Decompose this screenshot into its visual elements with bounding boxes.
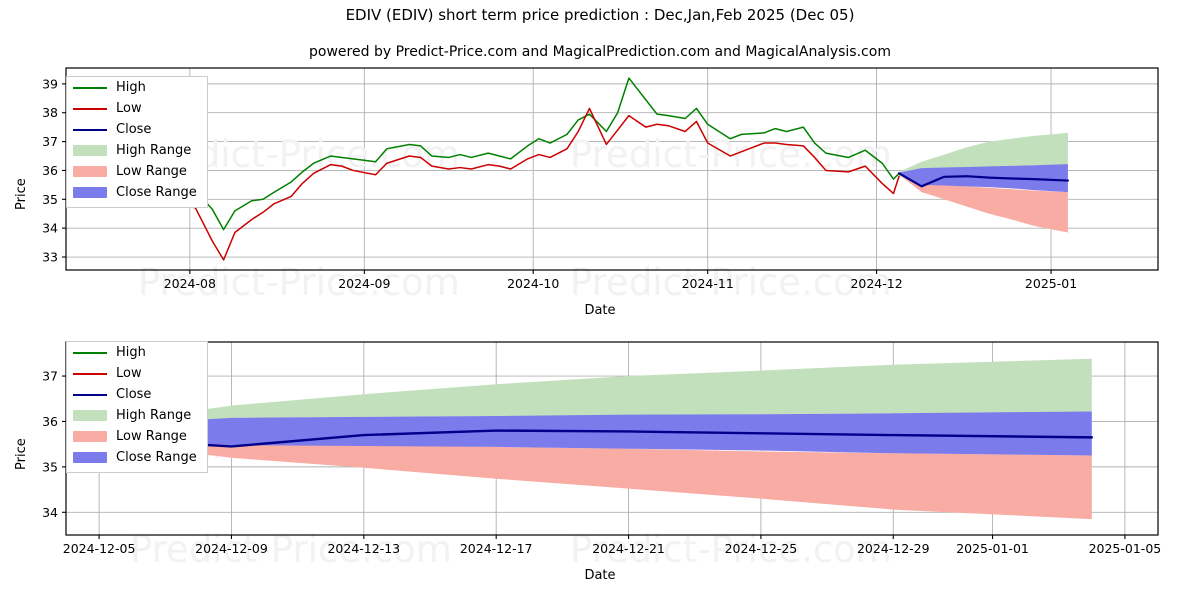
bottom-legend-swatch-high-range-icon [73, 410, 107, 421]
bottom-legend-item-high-range: High Range [67, 405, 207, 426]
top-legend-item-close-range: Close Range [67, 182, 207, 203]
x-tick-label: 2024-12 [850, 276, 902, 291]
top-legend-swatch-close-icon [73, 124, 107, 136]
top-legend-item-low-range: Low Range [67, 161, 207, 182]
top-legend-item-high-range: High Range [67, 140, 207, 161]
bottom-legend-item-low: Low [67, 363, 207, 384]
x-tick-label: 2024-12-13 [327, 541, 400, 556]
y-tick-label: 37 [42, 134, 58, 149]
y-tick-label: 34 [42, 221, 58, 236]
prediction-figure: EDIV (EDIV) short term price prediction … [0, 0, 1200, 600]
legend-label: Close [116, 123, 151, 136]
legend-label: Low Range [116, 430, 187, 443]
x-tick-label: 2025-01-05 [1089, 541, 1162, 556]
y-tick-label: 34 [42, 505, 58, 520]
watermark-text: Predict-Price.com [570, 133, 892, 176]
x-tick-label: 2024-09 [338, 276, 390, 291]
top-x-axis-label: Date [0, 303, 1200, 318]
top-y-axis-label: Price [14, 178, 29, 210]
legend-label: High Range [116, 144, 191, 157]
top-legend-swatch-high-range-icon [73, 145, 107, 156]
y-tick-label: 36 [42, 414, 58, 429]
legend-label: Close Range [116, 186, 197, 199]
top-legend-swatch-low-range-icon [73, 166, 107, 177]
y-tick-label: 35 [42, 459, 58, 474]
x-tick-label: 2024-12-25 [725, 541, 798, 556]
x-tick-label: 2025-01 [1025, 276, 1077, 291]
legend-label: Low [116, 367, 142, 380]
legend-label: Close [116, 388, 151, 401]
y-tick-label: 38 [42, 105, 58, 120]
y-tick-label: 39 [42, 76, 58, 91]
bottom-legend-swatch-close-range-icon [73, 452, 107, 463]
legend-label: High [116, 346, 146, 359]
bottom-legend-item-close-range: Close Range [67, 447, 207, 468]
top-legend-item-high: High [67, 77, 207, 98]
bottom-legend-item-close: Close [67, 384, 207, 405]
bottom-legend-swatch-high-icon [73, 347, 107, 359]
bottom-legend-item-high: High [67, 342, 207, 363]
legend-label: High Range [116, 409, 191, 422]
y-tick-label: 37 [42, 369, 58, 384]
bottom-x-axis-label: Date [0, 568, 1200, 583]
x-tick-label: 2025-01-01 [956, 541, 1029, 556]
top-legend-item-low: Low [67, 98, 207, 119]
bottom-legend-swatch-low-range-icon [73, 431, 107, 442]
x-tick-label: 2024-12-05 [63, 541, 136, 556]
legend-label: High [116, 81, 146, 94]
x-tick-label: 2024-12-17 [460, 541, 533, 556]
top-legend-item-close: Close [67, 119, 207, 140]
bottom-legend-item-low-range: Low Range [67, 426, 207, 447]
x-tick-label: 2024-10 [507, 276, 559, 291]
y-tick-label: 36 [42, 163, 58, 178]
legend-label: Low Range [116, 165, 187, 178]
top-legend-swatch-high-icon [73, 82, 107, 94]
x-tick-label: 2024-08 [164, 276, 216, 291]
x-tick-label: 2024-12-21 [592, 541, 665, 556]
x-tick-label: 2024-11 [682, 276, 734, 291]
y-tick-label: 35 [42, 192, 58, 207]
x-tick-label: 2024-12-29 [857, 541, 930, 556]
page-title: EDIV (EDIV) short term price prediction … [0, 6, 1200, 24]
bottom-chart-legend: High Low Close High Range Low Range Close Ran… [66, 341, 208, 473]
x-tick-label: 2024-12-09 [195, 541, 268, 556]
legend-label: Close Range [116, 451, 197, 464]
top-legend-swatch-low-icon [73, 103, 107, 115]
bottom-legend-swatch-low-icon [73, 368, 107, 380]
legend-label: Low [116, 102, 142, 115]
bottom-y-axis-label: Price [14, 438, 29, 470]
bottom-legend-swatch-close-icon [73, 389, 107, 401]
y-tick-label: 33 [42, 250, 58, 265]
top-chart-legend: High Low Close High Range Low Range Close Ran… [66, 76, 208, 208]
top-legend-swatch-close-range-icon [73, 187, 107, 198]
